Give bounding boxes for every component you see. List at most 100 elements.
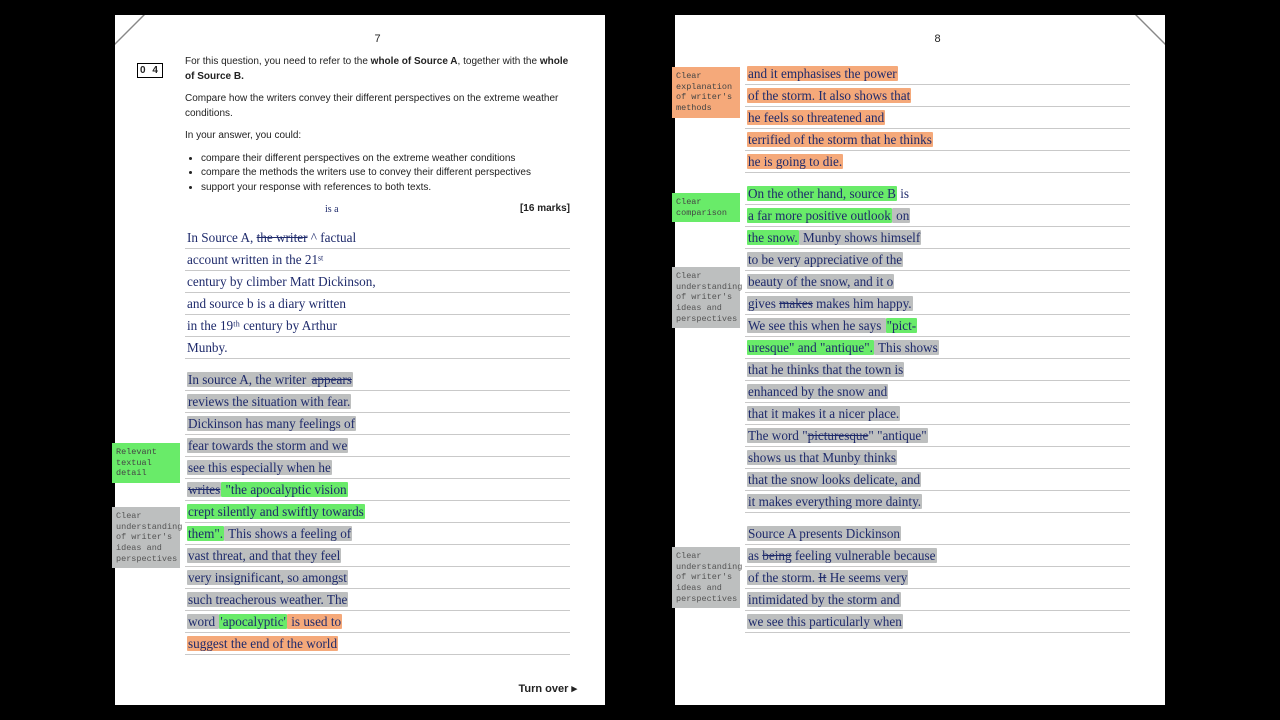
page-7: 7 0 4 For this question, you need to ref… xyxy=(115,15,605,705)
handwriting-area: is a In Source A, the writer ^ factual a… xyxy=(185,216,570,655)
hand-line: beauty of the snow, and it o xyxy=(745,271,1130,293)
hand-line: see this especially when he xyxy=(185,457,570,479)
bullet-item: support your response with references to… xyxy=(201,181,570,196)
hand-line: terrified of the storm that he thinks xyxy=(745,129,1130,151)
page-8-container: 8 and it emphasises the power of the sto… xyxy=(675,15,1165,705)
hand-line: We see this when he says "pict- xyxy=(745,315,1130,337)
hl-grey: In source A, the writer xyxy=(187,372,311,387)
hand-line: crept silently and swiftly towards xyxy=(185,501,570,523)
hl-grey: it makes everything more dainty. xyxy=(747,494,922,509)
hl-green: 'apocalyptic' xyxy=(219,614,287,629)
hand-line: In source A, the writer appears xyxy=(185,369,570,391)
annotation-green: Relevant textual detail xyxy=(112,443,180,483)
hl-green: "pict- xyxy=(886,318,918,333)
annotation-grey: Clear understanding of writer's ideas an… xyxy=(672,547,740,608)
hand-line: reviews the situation with fear. xyxy=(185,391,570,413)
marks-label: [16 marks] xyxy=(185,203,570,214)
hand-line: that the snow looks delicate, and xyxy=(745,469,1130,491)
hand-line: and source b is a diary written xyxy=(185,293,570,315)
hand-line: writes "the apocalyptic vision xyxy=(185,479,570,501)
hand-line: shows us that Munby thinks xyxy=(745,447,1130,469)
hand-line: to be very appreciative of the xyxy=(745,249,1130,271)
hand-line: and it emphasises the power xyxy=(745,63,1130,85)
hand-line: such treacherous weather. The xyxy=(185,589,570,611)
instr-text: For this question, you need to refer to … xyxy=(185,56,371,67)
hl-green: On the other hand, source B xyxy=(747,186,897,201)
blank-line xyxy=(745,173,1130,183)
hl-orange: and it emphasises the power xyxy=(747,66,898,81)
hand-line: of the storm. It He seems very xyxy=(745,567,1130,589)
instruction-2: Compare how the writers convey their dif… xyxy=(185,92,570,121)
hl-orange: of the storm. It also shows that xyxy=(747,88,911,103)
hl-grey: This shows xyxy=(874,340,939,355)
instruction-1: For this question, you need to refer to … xyxy=(185,55,570,84)
corner-fold-tl xyxy=(115,15,145,45)
hand-line: suggest the end of the world xyxy=(185,633,570,655)
hl-grey: that it makes it a nicer place. xyxy=(747,406,900,421)
annotation-green: Clear comparison xyxy=(672,193,740,222)
annotation-grey: Clear understanding of writer's ideas an… xyxy=(672,267,740,328)
hl-orange: he feels so threatened and xyxy=(747,110,885,125)
hand-line: fear towards the storm and we xyxy=(185,435,570,457)
instr-text: , together with the xyxy=(458,56,540,67)
hand-line: intimidated by the storm and xyxy=(745,589,1130,611)
hand-line: The word "picturesque" "antique" xyxy=(745,425,1130,447)
bullet-item: compare the methods the writers use to c… xyxy=(201,166,570,181)
hl-grey: vast threat, and that they feel xyxy=(187,548,341,563)
question-number-box: 0 4 xyxy=(137,63,163,78)
handwriting-area: and it emphasises the power of the storm… xyxy=(745,63,1130,633)
hand-line: century by climber Matt Dickinson, xyxy=(185,271,570,293)
hand-line: enhanced by the snow and xyxy=(745,381,1130,403)
hl-grey: of the storm. It He seems very xyxy=(747,570,908,585)
hl-green: uresque" and "antique". xyxy=(747,340,874,355)
hand-line: In Source A, the writer ^ factual xyxy=(185,227,570,249)
hl-grey: see this especially when he xyxy=(187,460,332,475)
hand-line: them". This shows a feeling of xyxy=(185,523,570,545)
hand-line: Source A presents Dickinson xyxy=(745,523,1130,545)
plain: is xyxy=(897,186,909,201)
hl-grey: as being feeling vulnerable because xyxy=(747,548,937,563)
hl-grey: to be very appreciative of the xyxy=(747,252,903,267)
hl-green: a far more positive outlook xyxy=(747,208,892,223)
hl-green: the snow. xyxy=(747,230,799,245)
hand-line: that it makes it a nicer place. xyxy=(745,403,1130,425)
hl-grey: writes xyxy=(187,482,221,497)
hand-line: he is going to die. xyxy=(745,151,1130,173)
hl-grey: we see this particularly when xyxy=(747,614,903,629)
insertion-text: is a xyxy=(325,204,339,215)
hl-orange: suggest the end of the world xyxy=(187,636,338,651)
blank-line xyxy=(185,359,570,369)
instr-bold: whole of Source A xyxy=(371,56,458,67)
hl-grey: We see this when he says xyxy=(747,318,886,333)
hand-line: word 'apocalyptic' is used to xyxy=(185,611,570,633)
hl-grey: very insignificant, so amongst xyxy=(187,570,348,585)
instruction-3: In your answer, you could: xyxy=(185,129,570,144)
hand-line: in the 19ᵗʰ century by Arthur xyxy=(185,315,570,337)
hl-grey: gives makes makes him happy. xyxy=(747,296,913,311)
hl-grey: Dickinson has many feelings of xyxy=(187,416,356,431)
hand-line: it makes everything more dainty. xyxy=(745,491,1130,513)
hl-grey: that the snow looks delicate, and xyxy=(747,472,921,487)
hand-line: On the other hand, source B is xyxy=(745,183,1130,205)
hl-grey: enhanced by the snow and xyxy=(747,384,888,399)
hl-grey: word xyxy=(187,614,219,629)
hand-line: uresque" and "antique". This shows xyxy=(745,337,1130,359)
hl-grey: appears xyxy=(311,372,353,387)
hl-grey: Source A presents Dickinson xyxy=(747,526,901,541)
hand-line: vast threat, and that they feel xyxy=(185,545,570,567)
page-number: 8 xyxy=(745,33,1130,45)
corner-fold-tr xyxy=(1135,15,1165,45)
turn-over-label: Turn over ▸ xyxy=(519,682,578,695)
hl-orange: he is going to die. xyxy=(747,154,843,169)
hl-grey: shows us that Munby thinks xyxy=(747,450,897,465)
hl-grey: on xyxy=(892,208,910,223)
page-7-container: 7 0 4 For this question, you need to ref… xyxy=(115,15,605,705)
hand-line: the snow. Munby shows himself xyxy=(745,227,1130,249)
hl-green: "the apocalyptic vision xyxy=(221,482,347,497)
hand-line: he feels so threatened and xyxy=(745,107,1130,129)
hl-grey: This shows a feeling of xyxy=(224,526,352,541)
hl-green: them". xyxy=(187,526,224,541)
hand-line: account written in the 21ˢᵗ xyxy=(185,249,570,271)
hl-orange: is used to xyxy=(287,614,342,629)
hl-grey: reviews the situation with fear. xyxy=(187,394,351,409)
